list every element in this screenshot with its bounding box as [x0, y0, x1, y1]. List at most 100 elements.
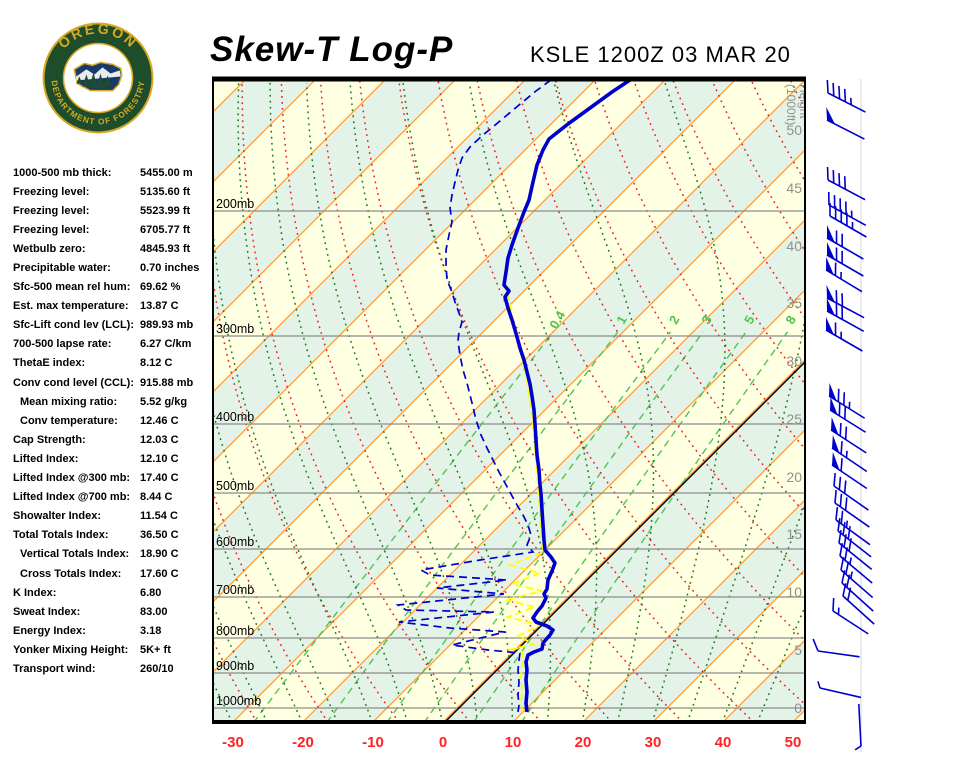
barb-pennant [826, 257, 834, 275]
temperature-curve [502, 80, 634, 713]
barb-feather [839, 543, 844, 557]
height-tick-label: 15 [786, 526, 802, 542]
barb-staff [840, 569, 874, 599]
dry-adiabat [241, 80, 470, 721]
barb-feather [842, 583, 847, 597]
moist-adiabat [553, 82, 655, 721]
barb-feather [832, 82, 835, 96]
stat-row: Freezing level: 5523.99 ft [13, 201, 208, 220]
isotherm-line [373, 290, 804, 721]
stat-value: 4845.93 ft [140, 242, 191, 255]
height-axis-label: Height [797, 84, 811, 119]
barb-pennant [832, 435, 840, 453]
height-tick-label: 10 [786, 584, 802, 600]
odf-logo: OREGON DEPARTMENT OF FORESTRY [42, 20, 154, 134]
barb-pennant [832, 452, 840, 470]
wetbulb-curve [503, 239, 546, 713]
stat-row: Yonker Mixing Height: 5K+ ft [13, 640, 208, 659]
stat-value: 36.50 C [140, 529, 179, 542]
stat-label: Yonker Mixing Height: [13, 643, 129, 656]
barb-pennant [829, 383, 837, 401]
stat-label: Est. max temperature: [13, 300, 129, 313]
barb-staff [833, 485, 869, 511]
stat-value: 5K+ ft [140, 643, 171, 656]
mixing-ratio-line [473, 331, 747, 721]
isotherm-band [863, 79, 960, 722]
stat-label: Sfc-Lift cond lev (LCL): [13, 319, 134, 332]
barb-staff [827, 179, 866, 201]
barb-feather [826, 79, 829, 94]
barb-half-feather [817, 681, 821, 689]
stat-value: 6705.77 ft [140, 223, 191, 236]
moist-adiabat [59, 83, 162, 723]
barb-pennant [827, 225, 835, 243]
stat-value: 5135.60 ft [140, 185, 191, 198]
isotherm-line [303, 220, 804, 721]
stat-value: 12.10 C [140, 452, 179, 465]
stat-value: 6.27 C/km [140, 338, 192, 351]
stat-value: 13.87 C [140, 300, 179, 313]
barb-pennant [826, 317, 834, 335]
stat-value: 17.60 C [140, 567, 179, 580]
stat-label: Freezing level: [13, 204, 90, 217]
barb-staff [825, 329, 863, 352]
stat-label: 700-500 lapse rate: [13, 338, 112, 351]
pressure-label: 700mb [216, 583, 254, 597]
stat-value: 6.80 [140, 586, 162, 599]
moist-adiabat [402, 82, 552, 721]
barb-staff [826, 297, 865, 319]
barb-feather [832, 597, 835, 612]
stat-value: 8.44 C [140, 491, 173, 504]
stat-label: Freezing level: [13, 223, 90, 236]
height-tick-label: 45 [786, 180, 802, 196]
pressure-label: 900mb [216, 659, 254, 673]
stat-label: Freezing level: [13, 185, 90, 198]
page-title: Skew-T Log-P [210, 30, 454, 69]
stat-label: Lifted Index @300 mb: [13, 472, 131, 485]
barb-half-feather [850, 571, 853, 579]
isotherm-band [214, 81, 804, 721]
stat-label: Conv cond level (CCL): [13, 376, 135, 389]
stat-label: Cross Totals Index: [20, 567, 122, 580]
stat-row: Lifted Index @300 mb: 17.40 C [13, 469, 208, 488]
stat-label: Lifted Index: [13, 452, 79, 465]
mixing-ratio-line [387, 331, 672, 721]
temp-axis-label: -10 [362, 734, 384, 751]
pressure-label: 800mb [216, 624, 254, 638]
isotherm-line [214, 80, 736, 602]
pressure-label: 300mb [216, 322, 254, 336]
barb-feather [843, 534, 847, 548]
height-tick-label: 25 [786, 411, 802, 427]
stat-label: Lifted Index @700 mb: [13, 491, 131, 504]
moist-adiabat [349, 82, 514, 721]
stat-value: 0.70 inches [140, 262, 200, 275]
isotherm-line [863, 79, 960, 722]
temp-axis-label: 0 [439, 734, 447, 751]
isotherm-line [233, 150, 804, 721]
dewpoint-curve [395, 80, 552, 713]
stat-value: 18.90 C [140, 548, 179, 561]
barb-feather [841, 570, 846, 584]
barb-pennant [826, 298, 835, 316]
barb-staff [838, 542, 873, 571]
barb-staff [842, 595, 875, 625]
dry-adiabat [0, 74, 44, 723]
wind-barbs [812, 79, 875, 751]
pressure-label: 500mb [216, 479, 254, 493]
stat-row: Precipitable water: 0.70 inches [13, 258, 208, 277]
stat-value: 3.18 [140, 624, 162, 637]
temp-axis-label: -30 [222, 734, 244, 751]
barb-half-feather [854, 745, 862, 751]
barb-feather [847, 526, 851, 540]
dry-adiabat [789, 80, 804, 109]
stat-label: K Index: [13, 586, 57, 599]
height-tick-label: 30 [786, 353, 802, 369]
moist-adiabat [11, 83, 93, 723]
pressure-label: 400mb [216, 410, 254, 424]
logo-state-graphic [73, 61, 123, 92]
stat-label: Vertical Totals Index: [20, 548, 130, 561]
height-tick-label: 20 [786, 469, 802, 485]
stat-row: Sfc-Lift cond lev (LCL): 989.93 mb [13, 316, 208, 335]
